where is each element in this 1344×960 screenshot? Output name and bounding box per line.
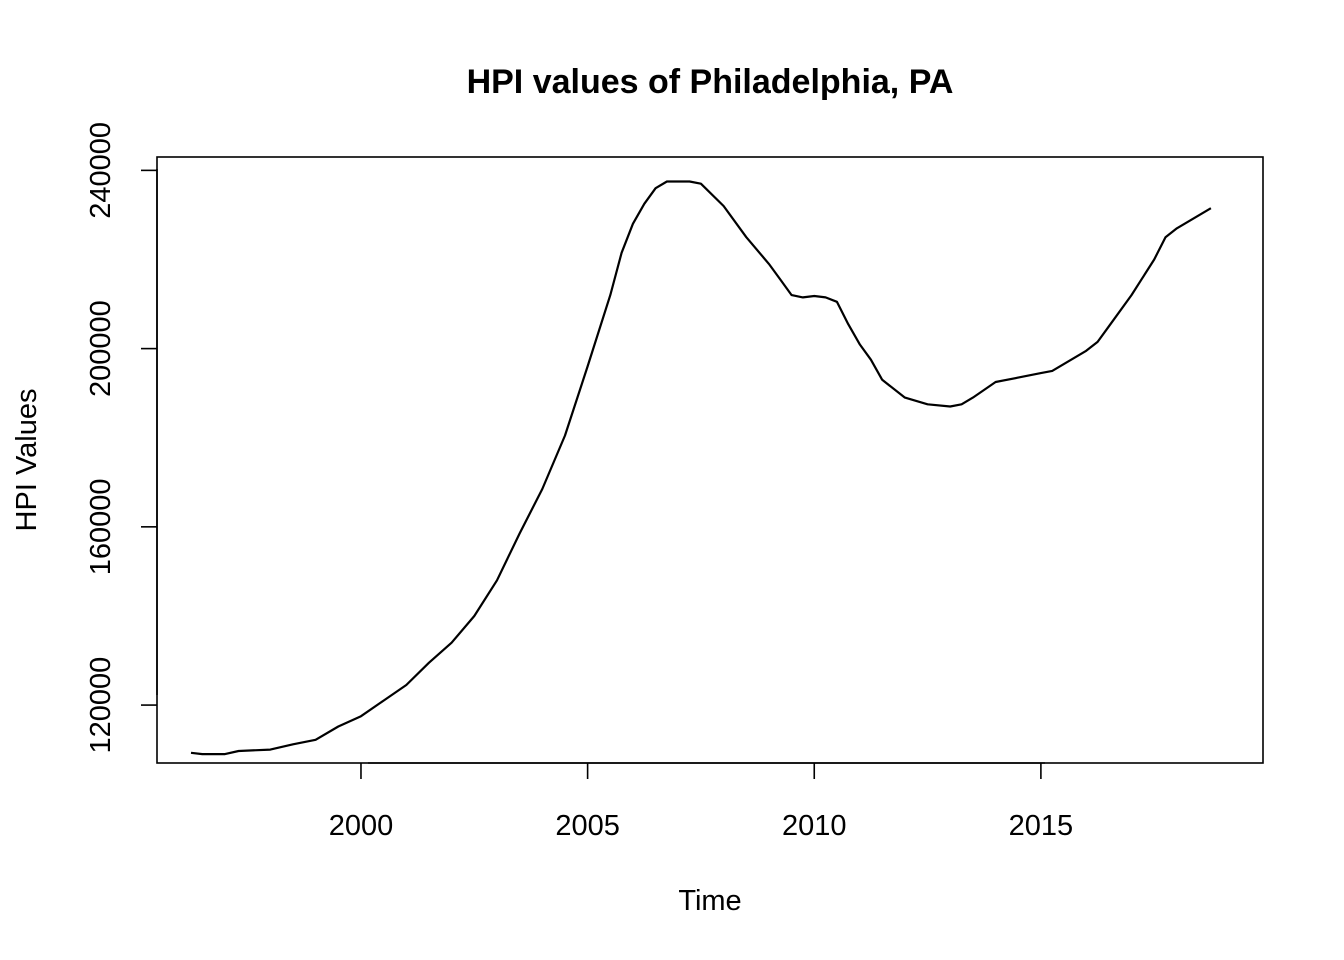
y-axis-ticks: 120000 160000 200000 240000 — [85, 122, 157, 753]
x-tick-label: 2010 — [782, 810, 847, 842]
hpi-series-line — [190, 180, 1212, 756]
chart-title: HPI values of Philadelphia, PA — [467, 63, 954, 101]
y-axis-label: HPI Values — [11, 389, 43, 532]
x-tick-label: 2005 — [555, 810, 620, 842]
x-tick-label: 2015 — [1009, 810, 1074, 842]
y-tick-label: 120000 — [85, 657, 117, 754]
plot-frame — [156, 156, 1264, 764]
y-tick-label: 240000 — [85, 122, 117, 219]
y-tick-label: 200000 — [85, 300, 117, 397]
series-group — [190, 180, 1212, 756]
x-axis-ticks: 2000 2005 2010 2015 — [329, 763, 1073, 842]
x-axis-label: Time — [678, 885, 741, 917]
x-tick-label: 2000 — [329, 810, 394, 842]
y-tick-label: 160000 — [85, 478, 117, 575]
